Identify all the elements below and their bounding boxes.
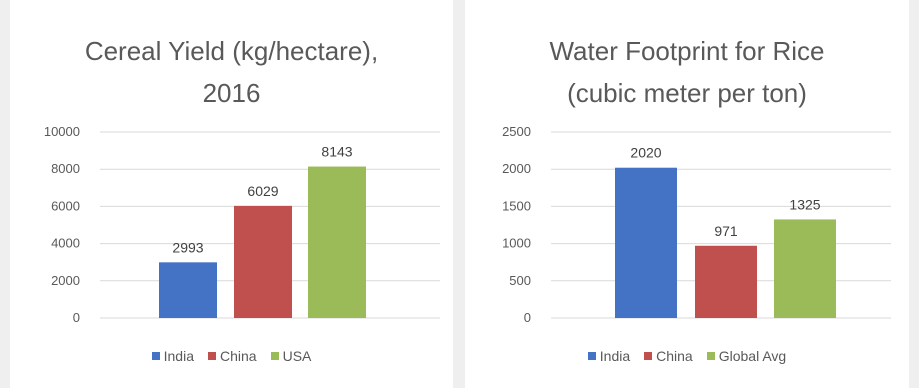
legend-item: India bbox=[587, 348, 631, 364]
legend-label: USA bbox=[282, 348, 312, 364]
data-label: 8143 bbox=[321, 144, 352, 160]
chart-legend: India China USA bbox=[10, 348, 453, 364]
legend-swatch bbox=[151, 352, 160, 360]
y-tick-label: 500 bbox=[509, 273, 531, 288]
chart-title-line-1: Cereal Yield (kg/hectare), bbox=[84, 36, 379, 66]
y-tick-label: 0 bbox=[524, 310, 531, 325]
bar-india bbox=[159, 262, 217, 318]
chart-title-line-1: Water Footprint for Rice bbox=[549, 36, 825, 66]
legend-item: India bbox=[151, 348, 194, 364]
legend-swatch bbox=[706, 352, 715, 360]
chart-title: Cereal Yield (kg/hectare), 2016 bbox=[10, 30, 453, 114]
bar-india bbox=[615, 167, 677, 318]
legend-label: China bbox=[219, 348, 257, 364]
data-label: 6029 bbox=[247, 183, 278, 199]
y-tick-label: 6000 bbox=[51, 198, 80, 213]
bar-china bbox=[234, 205, 292, 318]
chart-title-line-2: 2016 bbox=[202, 78, 261, 108]
y-tick-label: 2000 bbox=[502, 161, 531, 176]
chart-title-line-2: (cubic meter per ton) bbox=[567, 78, 807, 108]
y-tick-label: 1500 bbox=[502, 198, 531, 213]
legend-label: India bbox=[599, 348, 631, 364]
cereal-yield-bar-chart: 0 2000 4000 6000 8000 10000 2993 6029 8143 bbox=[44, 124, 440, 325]
legend-swatch bbox=[587, 352, 596, 360]
legend-label: India bbox=[163, 348, 194, 364]
legend-item: USA bbox=[270, 348, 312, 364]
data-label: 1325 bbox=[789, 196, 820, 212]
y-tick-label: 2000 bbox=[51, 273, 80, 288]
legend-item: China bbox=[644, 348, 693, 364]
data-label: 2993 bbox=[172, 239, 203, 255]
bar-usa bbox=[308, 166, 366, 318]
legend-label: Global Avg bbox=[718, 348, 787, 364]
y-tick-label: 1000 bbox=[502, 236, 531, 251]
chart-panel-water-footprint: Water Footprint for Rice (cubic meter pe… bbox=[465, 0, 909, 388]
chart-legend: India China Global Avg bbox=[465, 348, 909, 364]
data-label: 2020 bbox=[630, 145, 661, 161]
y-tick-label: 10000 bbox=[44, 124, 80, 139]
legend-swatch bbox=[207, 352, 216, 360]
legend-item: China bbox=[207, 348, 257, 364]
legend-swatch bbox=[270, 352, 279, 360]
bar-global-avg bbox=[774, 219, 836, 318]
water-footprint-bar-chart: 0 500 1000 1500 2000 2500 2020 971 1325 bbox=[502, 124, 891, 325]
legend-label: China bbox=[656, 348, 693, 364]
y-tick-label: 0 bbox=[73, 310, 80, 325]
legend-swatch bbox=[644, 352, 653, 360]
y-tick-label: 8000 bbox=[51, 161, 80, 176]
chart-panel-cereal-yield: Cereal Yield (kg/hectare), 2016 0 2000 400… bbox=[10, 0, 453, 388]
legend-item: Global Avg bbox=[706, 348, 787, 364]
data-label: 971 bbox=[714, 223, 738, 239]
y-tick-label: 2500 bbox=[502, 124, 531, 139]
bar-china bbox=[695, 245, 757, 318]
chart-title: Water Footprint for Rice (cubic meter pe… bbox=[465, 30, 909, 114]
y-tick-label: 4000 bbox=[51, 236, 80, 251]
